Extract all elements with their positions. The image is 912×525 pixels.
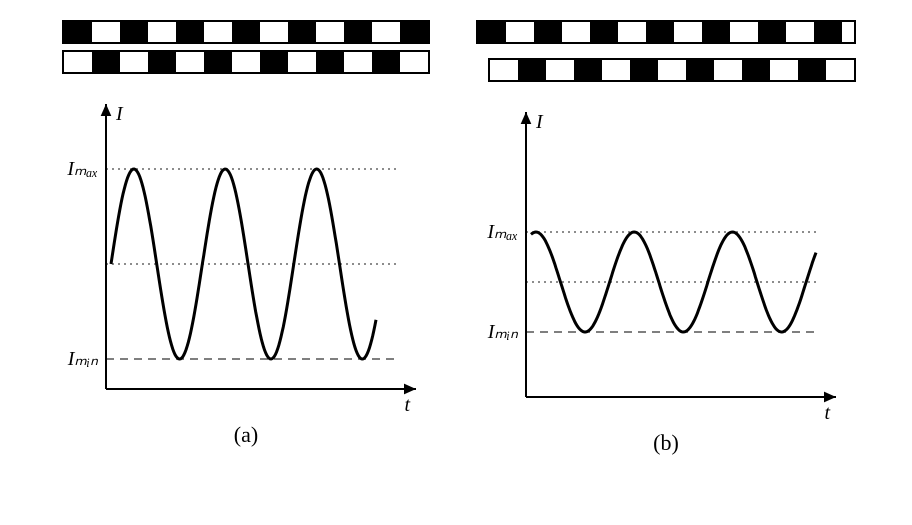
x-axis-arrow bbox=[404, 384, 416, 395]
chart: It Iₘₐₓ Iₘᵢₙ bbox=[476, 102, 856, 422]
grating-cell-light bbox=[786, 22, 814, 42]
grating-cell-light bbox=[546, 60, 574, 80]
panel-a: It Iₘₐₓ Iₘᵢₙ (a) bbox=[56, 20, 436, 456]
grating-row bbox=[488, 58, 856, 82]
grating-cell-dark bbox=[478, 22, 506, 42]
grating-cell-light bbox=[204, 22, 232, 42]
grating-cell-light bbox=[674, 22, 702, 42]
grating-row bbox=[476, 20, 856, 44]
grating-cell-light bbox=[120, 52, 148, 72]
grating-cell-light bbox=[176, 52, 204, 72]
x-axis-arrow bbox=[824, 392, 836, 403]
grating-cell-dark bbox=[232, 22, 260, 42]
grating-cell-light bbox=[148, 22, 176, 42]
grating-cell-light bbox=[730, 22, 758, 42]
panel-b: It Iₘₐₓ Iₘᵢₙ (b) bbox=[476, 20, 856, 456]
grating-cell-dark bbox=[372, 52, 400, 72]
chart: It Iₘₐₓ Iₘᵢₙ bbox=[56, 94, 436, 414]
grating-cell-dark bbox=[630, 60, 658, 80]
grating-cell-light bbox=[826, 60, 854, 80]
grating-cell-light bbox=[92, 22, 120, 42]
imax-label: Iₘₐₓ bbox=[486, 221, 518, 243]
grating-cell-dark bbox=[92, 52, 120, 72]
grating-cell-dark bbox=[702, 22, 730, 42]
grating-cell-light bbox=[506, 22, 534, 42]
grating-cell-light bbox=[602, 60, 630, 80]
grating-cell-light bbox=[288, 52, 316, 72]
grating-cell-light bbox=[562, 22, 590, 42]
grating-pair bbox=[62, 20, 430, 74]
panel-sublabel: (a) bbox=[234, 422, 258, 448]
grating-cell-dark bbox=[400, 22, 428, 42]
grating-cell-dark bbox=[176, 22, 204, 42]
figure: It Iₘₐₓ Iₘᵢₙ (a) It Iₘₐₓ Iₘᵢₙ (b) bbox=[56, 20, 856, 456]
grating-cell-light bbox=[316, 22, 344, 42]
grating-cell-dark bbox=[204, 52, 232, 72]
grating-cell-dark bbox=[590, 22, 618, 42]
chart-wrap: It Iₘₐₓ Iₘᵢₙ bbox=[56, 94, 436, 414]
grating-cell-dark bbox=[742, 60, 770, 80]
chart-wrap: It Iₘₐₓ Iₘᵢₙ bbox=[476, 102, 856, 422]
grating-cell-light bbox=[232, 52, 260, 72]
grating-cell-light bbox=[658, 60, 686, 80]
grating-cell-dark bbox=[316, 52, 344, 72]
grating-cell-dark bbox=[814, 22, 842, 42]
imax-label: Iₘₐₓ bbox=[66, 158, 98, 180]
grating-cell-dark bbox=[148, 52, 176, 72]
grating-cell-dark bbox=[518, 60, 546, 80]
grating-cell-dark bbox=[758, 22, 786, 42]
grating-cell-dark bbox=[260, 52, 288, 72]
grating-cell-light bbox=[714, 60, 742, 80]
grating-cell-light bbox=[344, 52, 372, 72]
y-axis-label: I bbox=[535, 111, 544, 133]
x-axis-label: t bbox=[404, 394, 410, 414]
grating-cell-light bbox=[64, 52, 92, 72]
grating-cell-dark bbox=[798, 60, 826, 80]
grating-cell-dark bbox=[646, 22, 674, 42]
grating-cell-dark bbox=[344, 22, 372, 42]
grating-cell-light bbox=[372, 22, 400, 42]
imin-label: Iₘᵢₙ bbox=[487, 321, 519, 343]
signal-wave bbox=[111, 169, 376, 359]
y-axis-arrow bbox=[521, 112, 532, 124]
grating-cell-dark bbox=[120, 22, 148, 42]
grating-cell-dark bbox=[686, 60, 714, 80]
y-axis-arrow bbox=[101, 104, 112, 116]
x-axis-label: t bbox=[824, 402, 830, 422]
grating-cell-dark bbox=[574, 60, 602, 80]
grating-row bbox=[62, 20, 430, 44]
y-axis-label: I bbox=[115, 103, 124, 125]
grating-cell-light bbox=[618, 22, 646, 42]
grating-cell-light bbox=[490, 60, 518, 80]
grating-cell-dark bbox=[64, 22, 92, 42]
grating-row bbox=[62, 50, 430, 74]
grating-cell-light bbox=[770, 60, 798, 80]
grating-cell-light bbox=[260, 22, 288, 42]
panel-sublabel: (b) bbox=[653, 430, 679, 456]
imin-label: Iₘᵢₙ bbox=[67, 348, 99, 370]
grating-cell-dark bbox=[534, 22, 562, 42]
grating-cell-dark bbox=[288, 22, 316, 42]
grating-cell-light bbox=[400, 52, 428, 72]
grating-pair bbox=[476, 20, 856, 82]
